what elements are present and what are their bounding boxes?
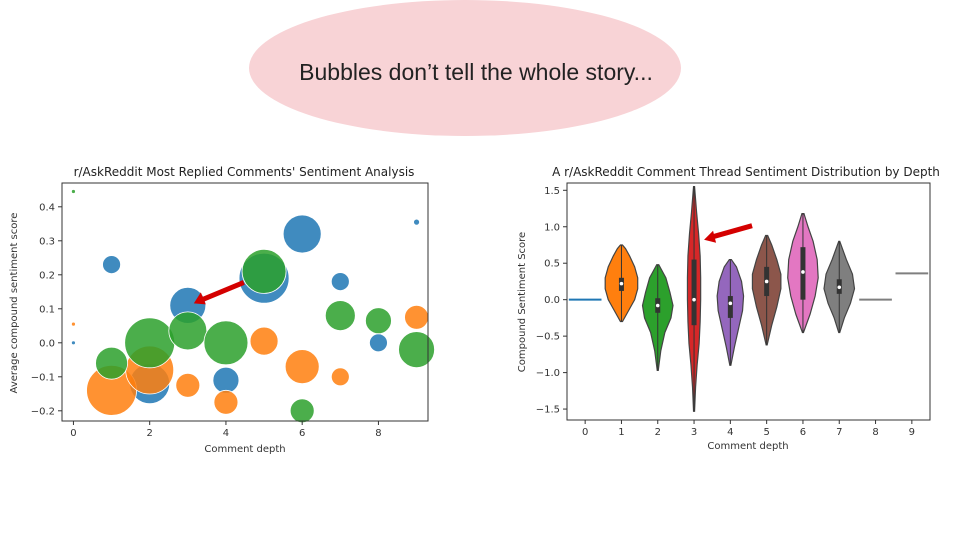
y-tick-label: 1.5 — [544, 186, 560, 197]
bubble-point — [330, 272, 350, 292]
bubble-point — [404, 304, 429, 330]
red-arrow-head — [704, 230, 717, 243]
y-tick-label: 0.2 — [39, 270, 55, 281]
bubble-point — [365, 307, 392, 335]
callout-text: Bubbles don’t tell the whole story... — [299, 59, 653, 85]
x-tick-label: 6 — [800, 427, 806, 438]
bubble-chart-marks — [71, 189, 435, 424]
bubble-point — [203, 320, 249, 366]
bubble-point — [212, 366, 240, 394]
y-tick-label: 0.5 — [544, 259, 560, 270]
x-tick-label: 2 — [147, 428, 153, 439]
violin-chart-frame — [566, 182, 931, 421]
bubble-point — [284, 349, 320, 385]
bubble-chart-axes: 0 2 4 6 8 0.4 0.3 0.2 0.1 0.0 −0.1 −0.2 — [31, 202, 382, 439]
bubble-point — [398, 331, 435, 369]
y-tick-label: 0.0 — [544, 295, 560, 306]
violin-median-dot — [728, 301, 733, 306]
violin-iqr-box — [727, 296, 733, 318]
y-tick-label: −0.5 — [536, 332, 560, 343]
y-tick-label: −0.1 — [31, 372, 55, 383]
x-tick-label: 3 — [691, 427, 697, 438]
callout-bubble — [249, 0, 681, 136]
bubble-chart: r/AskReddit Most Replied Comments' Senti… — [9, 165, 435, 455]
violin-median-dot — [801, 270, 805, 274]
x-tick-label: 6 — [299, 428, 305, 439]
x-tick-label: 5 — [763, 427, 769, 438]
bubble-point — [95, 346, 128, 380]
bubble-point — [71, 340, 76, 346]
violin-median-dot — [837, 285, 842, 290]
y-tick-label: 0.3 — [39, 236, 55, 247]
bubble-point — [413, 218, 420, 226]
x-tick-label: 4 — [727, 427, 733, 438]
bubble-point — [175, 372, 201, 398]
bubble-chart-frame — [61, 182, 429, 422]
bubble-point — [282, 214, 322, 254]
violin-median-dot — [655, 303, 660, 308]
bubble-point — [168, 311, 208, 351]
red-arrow-shaft — [201, 280, 245, 302]
bubble-point — [124, 317, 176, 369]
x-tick-label: 1 — [618, 427, 624, 438]
x-tick-label: 0 — [582, 427, 588, 438]
y-tick-label: −1.0 — [536, 368, 560, 379]
y-tick-label: 0.1 — [39, 304, 55, 315]
bubble-point — [71, 321, 76, 327]
y-tick-label: −0.2 — [31, 406, 55, 417]
violin-chart-ylabel: Compound Sentiment Score — [517, 232, 528, 372]
y-tick-label: 0.0 — [39, 338, 55, 349]
bubble-point — [241, 248, 287, 294]
bubble-point — [102, 255, 121, 275]
bubble-point — [369, 333, 388, 353]
bubble-point — [324, 300, 356, 332]
violin-chart-title: A r/AskReddit Comment Thread Sentiment D… — [552, 165, 940, 179]
violin-chart-marks — [568, 186, 929, 412]
bubble-point — [249, 326, 279, 356]
x-tick-label: 7 — [836, 427, 842, 438]
bubble-point — [330, 367, 350, 387]
bubble-point — [289, 398, 315, 424]
x-tick-label: 8 — [872, 427, 878, 438]
violin-chart-axes: 0 1 2 3 4 5 6 7 8 9 1.5 1.0 0.5 0.0 −0.5 −1.0 −1.5 — [536, 186, 915, 438]
bubble-chart-ylabel: Average compound sentiment score — [9, 213, 20, 394]
bubble-chart-title: r/AskReddit Most Replied Comments' Senti… — [74, 165, 415, 179]
y-tick-label: 0.4 — [39, 202, 55, 213]
violin-median-dot — [764, 279, 769, 284]
y-tick-label: −1.5 — [536, 405, 560, 416]
x-tick-label: 9 — [909, 427, 915, 438]
x-tick-label: 8 — [375, 428, 381, 439]
x-tick-label: 2 — [655, 427, 661, 438]
violin-median-dot — [619, 281, 624, 286]
violin-iqr-box — [691, 259, 697, 326]
red-arrow-head — [193, 292, 206, 305]
x-tick-label: 4 — [223, 428, 229, 439]
x-tick-label: 0 — [70, 428, 76, 439]
violin-chart-xlabel: Comment depth — [707, 441, 788, 452]
violin-chart: A r/AskReddit Comment Thread Sentiment D… — [517, 165, 940, 452]
red-arrow-shaft — [712, 223, 753, 240]
bubble-chart-xlabel: Comment depth — [204, 444, 285, 455]
bubble-point — [213, 389, 239, 415]
bubble-point — [71, 189, 76, 194]
violin-median-dot — [692, 297, 696, 302]
y-tick-label: 1.0 — [544, 222, 560, 233]
